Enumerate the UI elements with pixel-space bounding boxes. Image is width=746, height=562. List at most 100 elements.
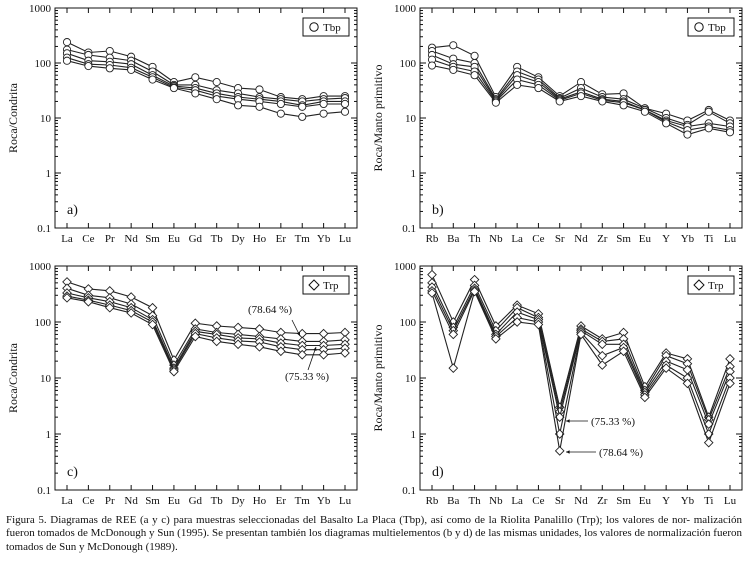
data-point bbox=[597, 339, 608, 350]
x-tick-label: La bbox=[61, 495, 73, 507]
legend-marker bbox=[309, 22, 319, 32]
caption-line: Figura 5. Diagramas de REE (a y c) para … bbox=[6, 514, 691, 526]
x-tick-label: Zr bbox=[597, 495, 608, 507]
x-tick-label: Dy bbox=[231, 233, 245, 245]
data-point bbox=[619, 101, 628, 110]
x-tick-label: Yb bbox=[681, 233, 695, 245]
data-point bbox=[169, 366, 179, 377]
data-point bbox=[470, 71, 479, 80]
y-tick-label: 10 bbox=[40, 113, 52, 125]
x-tick-label: Th bbox=[468, 233, 481, 245]
x-tick-label: Pr bbox=[105, 233, 115, 245]
x-tick-label: Zr bbox=[597, 233, 608, 245]
x-tick-label: Gd bbox=[189, 495, 203, 507]
data-point bbox=[534, 84, 543, 93]
data-point bbox=[554, 446, 565, 456]
data-point bbox=[147, 319, 158, 330]
data-point bbox=[190, 331, 201, 342]
chart-panel-a: 0.1 1 10 100 1000 La Ce Pr Nd Sm Eu Gd Tb Dy Ho Er Tm Yb L… bbox=[6, 3, 358, 245]
x-tick-label: Er bbox=[276, 233, 287, 245]
data-point bbox=[491, 98, 500, 107]
x-tick-label: Gd bbox=[189, 233, 203, 245]
data-point bbox=[703, 419, 714, 429]
x-tick-label: Nb bbox=[489, 495, 503, 507]
annotation-label: (75.33 %) bbox=[591, 416, 635, 428]
series-s5 bbox=[427, 286, 735, 456]
x-tick-label: Rb bbox=[426, 233, 439, 245]
data-point bbox=[104, 302, 115, 313]
x-tick-label: Yb bbox=[317, 495, 331, 507]
figure-caption: Figura 5. Diagramas de REE (a y c) para … bbox=[6, 514, 742, 554]
annotation-arrow bbox=[307, 346, 317, 371]
annotation-arrowhead bbox=[313, 347, 317, 351]
data-point bbox=[234, 101, 243, 110]
data-point bbox=[276, 99, 285, 109]
data-point bbox=[105, 64, 114, 73]
legend-marker bbox=[693, 279, 705, 291]
data-point bbox=[255, 102, 264, 111]
data-point bbox=[512, 317, 522, 327]
data-point bbox=[127, 65, 136, 74]
y-tick-label: 10 bbox=[405, 113, 417, 125]
figure-canvas: 0.1 1 10 100 1000 La Ce Pr Nd Sm Eu Gd Tb Dy Ho Er Tm Yb L… bbox=[6, 3, 743, 507]
x-tick-label: Yb bbox=[317, 233, 331, 245]
data-point bbox=[212, 95, 221, 104]
data-point bbox=[191, 89, 200, 98]
data-point bbox=[704, 107, 713, 116]
x-tick-label: Eu bbox=[168, 233, 181, 245]
data-point bbox=[105, 46, 114, 56]
legend-label: Tbp bbox=[708, 22, 726, 34]
series-s5 bbox=[62, 56, 350, 121]
x-tick-label: Sr bbox=[555, 233, 565, 245]
plot-frame bbox=[419, 265, 743, 491]
x-tick-label: Nd bbox=[124, 233, 138, 245]
data-point bbox=[554, 412, 565, 422]
data-point bbox=[513, 80, 522, 89]
x-tick-label: Nd bbox=[124, 495, 138, 507]
legend-marker bbox=[694, 22, 704, 32]
x-tick-label: La bbox=[511, 233, 523, 245]
annotation-arrowhead bbox=[566, 419, 570, 423]
annotation-label: (78.64 %) bbox=[248, 304, 292, 316]
x-tick-label: Ti bbox=[704, 233, 713, 245]
legend-label: Trp bbox=[708, 280, 724, 292]
data-point bbox=[576, 92, 586, 101]
y-axis-label: Roca/Condrita bbox=[6, 342, 20, 413]
data-point bbox=[276, 346, 286, 357]
y-tick-label: 100 bbox=[400, 58, 417, 70]
x-tick-label: Y bbox=[662, 233, 670, 245]
data-point bbox=[83, 296, 94, 307]
x-tick-label: Ho bbox=[253, 233, 267, 245]
x-tick-label: Pr bbox=[105, 495, 115, 507]
data-point bbox=[340, 99, 350, 109]
data-point bbox=[318, 349, 329, 360]
data-point bbox=[212, 78, 221, 87]
data-point bbox=[169, 84, 178, 93]
x-tick-label: Eu bbox=[639, 495, 652, 507]
data-point bbox=[448, 329, 459, 340]
x-tick-label: Lu bbox=[339, 233, 352, 245]
data-point bbox=[318, 328, 329, 339]
data-point bbox=[640, 107, 649, 116]
caption-line: malización fueron tomados de McDonough y… bbox=[6, 514, 742, 540]
x-tick-label: Tm bbox=[295, 233, 311, 245]
data-point bbox=[427, 269, 437, 280]
y-tick-label: 100 bbox=[35, 58, 52, 70]
y-tick-label: 10 bbox=[40, 373, 52, 385]
x-tick-label: Ba bbox=[447, 495, 459, 507]
series-s2 bbox=[427, 278, 735, 425]
data-point bbox=[618, 346, 629, 357]
data-point bbox=[683, 130, 692, 139]
data-point bbox=[491, 334, 501, 344]
data-point bbox=[254, 342, 265, 352]
series-line bbox=[431, 282, 731, 422]
caption-line: de normalización fueron tomados de Sun y… bbox=[6, 527, 742, 553]
data-point bbox=[62, 293, 72, 303]
data-point bbox=[62, 38, 72, 47]
y-tick-label: 1000 bbox=[394, 261, 417, 273]
x-tick-label: Sm bbox=[145, 495, 160, 507]
panel-label: a) bbox=[67, 203, 78, 218]
y-axis-label: Roca/Condrita bbox=[6, 82, 20, 153]
data-point bbox=[470, 51, 479, 60]
x-tick-label: Y bbox=[662, 495, 670, 507]
